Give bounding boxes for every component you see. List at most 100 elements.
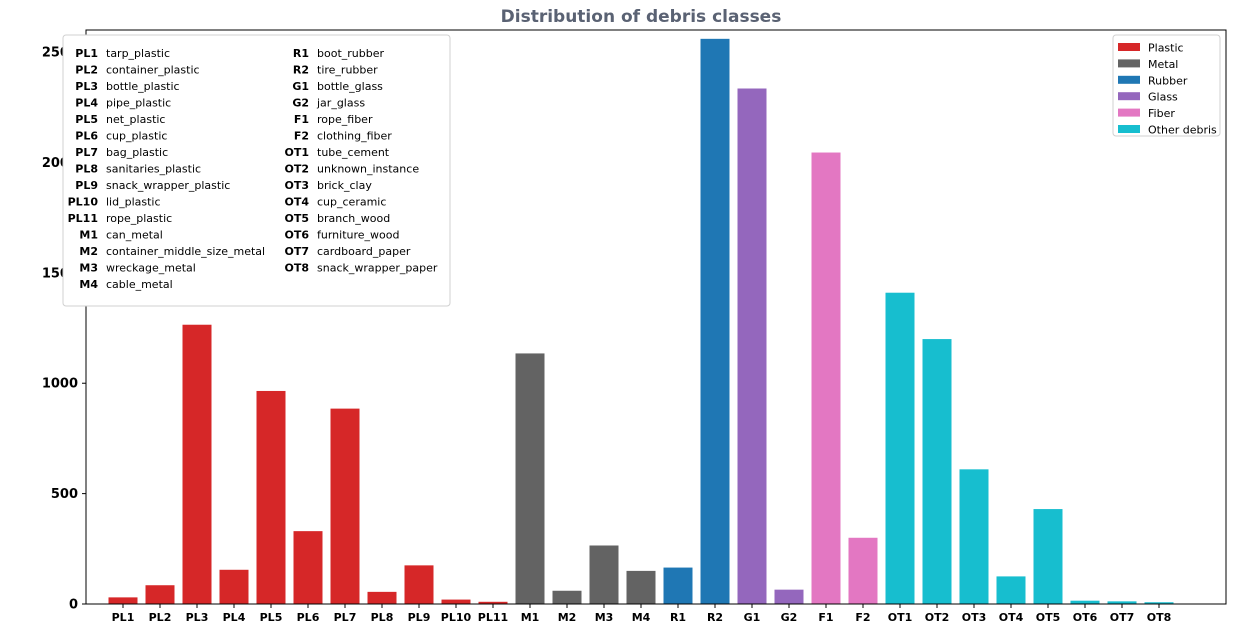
x-tick-label: PL8	[371, 611, 394, 623]
class-key-name: cup_plastic	[106, 130, 167, 143]
bar-r1	[663, 567, 693, 604]
x-tick-label: OT4	[999, 611, 1024, 623]
x-tick-label: G2	[781, 611, 798, 623]
bar-ot7	[1107, 601, 1137, 604]
legend-label: Fiber	[1148, 107, 1175, 120]
bar-pl8	[367, 591, 397, 604]
bar-ot5	[1033, 509, 1063, 604]
class-key-name: tire_rubber	[317, 64, 378, 77]
legend-label: Glass	[1148, 91, 1178, 104]
bar-ot8	[1144, 602, 1174, 604]
bar-pl4	[219, 569, 249, 604]
bar-pl5	[256, 390, 286, 604]
class-key-code: OT3	[284, 179, 309, 192]
x-tick-label: OT6	[1073, 611, 1098, 623]
class-key-code: PL2	[75, 64, 98, 77]
class-key-code: OT2	[284, 163, 309, 176]
x-tick-label: M1	[521, 611, 540, 623]
bar-ot2	[922, 339, 952, 604]
class-key-code: M1	[79, 229, 98, 242]
bar-pl10	[441, 599, 471, 604]
class-key-name: snack_wrapper_paper	[317, 262, 438, 275]
class-key-name: container_middle_size_metal	[106, 245, 265, 258]
class-key-name: net_plastic	[106, 113, 165, 126]
class-key-frame	[62, 34, 451, 307]
x-tick-label: OT8	[1147, 611, 1172, 623]
class-key-code: R2	[293, 64, 309, 77]
x-tick-label: PL7	[334, 611, 357, 623]
x-tick-label: R1	[670, 611, 686, 623]
class-key-code: M4	[79, 278, 98, 291]
legend-label: Rubber	[1148, 74, 1188, 87]
x-tick-label: M2	[558, 611, 577, 623]
class-key-name: can_metal	[106, 229, 163, 242]
bar-m2	[552, 590, 582, 604]
bar-pl1	[108, 597, 138, 604]
class-key-code: F1	[294, 113, 309, 126]
class-key-code: PL11	[68, 212, 98, 225]
class-key-code: OT6	[284, 229, 309, 242]
legend-swatch	[1118, 75, 1140, 84]
class-key-code: OT8	[284, 262, 309, 275]
class-key-name: clothing_fiber	[317, 130, 392, 143]
class-key-name: bottle_glass	[317, 80, 383, 93]
legend-label: Plastic	[1148, 42, 1184, 55]
x-tick-label: M3	[595, 611, 614, 623]
legend-swatch	[1118, 43, 1140, 51]
class-key-code: PL6	[75, 130, 98, 143]
class-key-name: wreckage_metal	[106, 262, 196, 275]
class-key-name: bottle_plastic	[106, 80, 180, 93]
x-tick-label: F1	[818, 611, 833, 623]
legend: Plastic Metal Rubber Glass Fiber Other debris	[1112, 34, 1221, 137]
class-key-code: PL10	[68, 196, 99, 209]
class-key-name: brick_clay	[317, 179, 372, 192]
bar-ot3	[959, 469, 989, 604]
class-key-code: PL1	[75, 47, 98, 60]
class-key-code: M3	[79, 262, 98, 275]
x-tick-label: PL9	[408, 611, 431, 623]
legend-swatch	[1118, 108, 1140, 117]
legend-swatch	[1118, 125, 1140, 133]
class-key-name: bag_plastic	[106, 146, 168, 159]
class-key-code: PL4	[75, 97, 98, 110]
x-tick-label: G1	[744, 611, 761, 623]
class-key-code: PL7	[75, 146, 98, 159]
class-key-code: OT7	[284, 245, 309, 258]
bar-g1	[737, 88, 767, 604]
x-tick-label: PL4	[223, 611, 246, 623]
x-tick-label: OT5	[1036, 611, 1061, 623]
class-key-code: PL8	[75, 163, 98, 176]
bar-pl2	[145, 585, 175, 604]
class-key-code: G2	[292, 97, 309, 110]
bar-r2	[700, 38, 730, 605]
bar-f1	[811, 152, 841, 604]
y-tick-label: 1000	[42, 377, 78, 392]
class-key-name: lid_plastic	[106, 196, 161, 209]
legend-swatch	[1118, 59, 1140, 68]
bar-f2	[848, 537, 878, 604]
bar-m4	[626, 570, 656, 604]
bar-pl7	[330, 408, 360, 604]
class-key-code: OT5	[284, 212, 309, 225]
bar-m1	[515, 353, 545, 604]
x-tick-label: PL11	[478, 611, 508, 623]
x-tick-label: PL5	[260, 611, 283, 623]
x-tick-label: R2	[707, 611, 723, 623]
class-key-name: unknown_instance	[317, 163, 419, 176]
class-key-name: furniture_wood	[317, 229, 399, 242]
class-key-name: rope_fiber	[317, 113, 373, 126]
x-tick-label: PL6	[297, 611, 320, 623]
x-tick-label: PL10	[441, 611, 472, 623]
class-key-name: rope_plastic	[106, 212, 172, 225]
class-key-code: PL9	[75, 179, 98, 192]
x-tick-label: OT2	[925, 611, 950, 623]
x-tick-label: OT3	[962, 611, 987, 623]
class-key-code: G1	[292, 80, 309, 93]
x-tick-label: F2	[855, 611, 870, 623]
bar-m3	[589, 545, 619, 604]
chart-title: Distribution of debris classes	[501, 7, 782, 27]
y-tick-label: 500	[51, 487, 78, 502]
bar-pl11	[478, 601, 508, 604]
class-key-name: snack_wrapper_plastic	[106, 179, 230, 192]
